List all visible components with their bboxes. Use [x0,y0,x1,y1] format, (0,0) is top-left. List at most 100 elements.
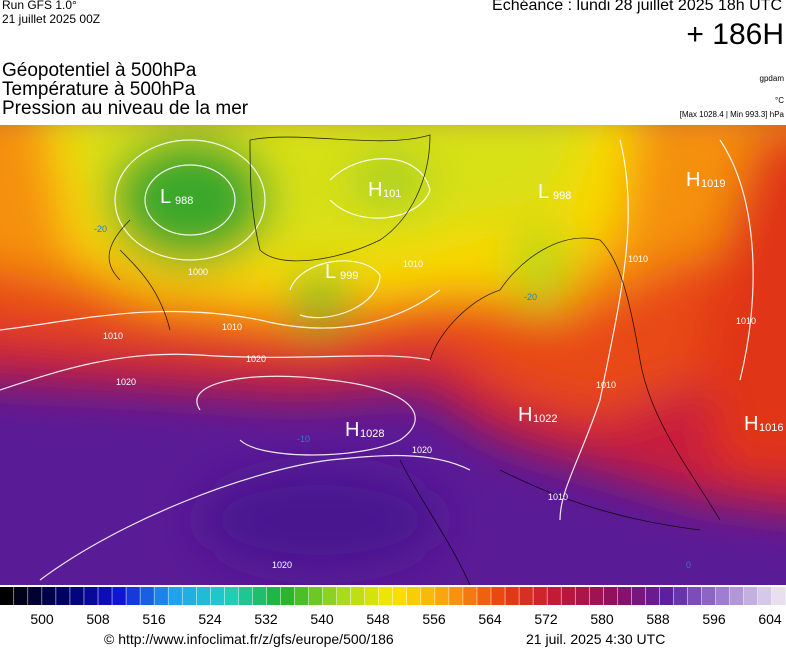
pressure-range: [Max 1028.4 | Min 993.3] hPa [679,110,784,119]
center-value: 988 [175,195,193,207]
colorbar-swatch [617,587,632,605]
colorbar-swatch [98,587,112,605]
colorbar-swatch [743,587,758,605]
colorbar-tick-label: 588 [646,611,670,627]
center-value: 999 [340,270,358,282]
colorbar-swatch [28,587,42,605]
colorbar-tick-label: 516 [142,611,166,627]
colorbar-tick-label: 500 [30,611,54,627]
colorbar-swatch [463,587,477,605]
center-value: 1019 [701,178,725,190]
colorbar-tick-label: 596 [702,611,726,627]
colorbar-swatch [308,587,323,605]
center-kind: L [160,186,171,208]
colorbar-swatch [407,587,421,605]
isobar-label: 1010 [596,380,616,390]
colorbar-tick-label: 540 [310,611,334,627]
center-kind: L [325,261,336,283]
center-kind: H [345,419,359,441]
temperature-label: -20 [524,292,537,302]
colorbar-swatch [238,587,253,605]
colorbar-swatch [435,587,449,605]
isobar-label: 1020 [272,560,292,570]
colorbar-swatch [378,587,393,605]
colorbar-swatch [659,587,674,605]
colorbar-swatch [112,587,126,605]
colorbar-swatch [757,587,772,605]
colorbar-swatch [126,587,140,605]
colorbar-swatch [505,587,519,605]
footer-url: © http://www.infoclimat.fr/z/gfs/europe/… [104,631,394,647]
colorbar-swatch [280,587,295,605]
colorbar-swatch [715,587,730,605]
colorbar-swatch [84,587,98,605]
colorbar-swatch [70,587,84,605]
run-date: 21 juillet 2025 00Z [2,12,101,26]
isobar-label: 1010 [103,331,123,341]
colorbar-swatch [589,587,604,605]
echeance: Echéance : lundi 28 juillet 2025 18h UTC [492,0,782,14]
footer-timestamp: 21 juil. 2025 4:30 UTC [526,631,666,647]
colorbar-swatch [140,587,154,605]
temperature-label: 0 [686,560,691,570]
isobar-label: 1000 [188,267,208,277]
unit-geo: gpdam [759,74,784,83]
colorbar-swatch [294,587,309,605]
title-2: Température à 500hPa [2,79,196,100]
colorbar-swatch [42,587,56,605]
colorbar-swatch [771,587,786,605]
isobar-label: 1020 [116,377,136,387]
colorbar-swatch [477,587,491,605]
colorbar-swatch [322,587,337,605]
isobar-label: 1010 [222,322,242,332]
offset: + 186H [686,18,784,51]
colorbar-swatch [561,587,575,605]
colorbar-swatch [168,587,182,605]
colorbar-tick-label: 564 [478,611,502,627]
colorbar-swatch [154,587,168,605]
colorbar-swatch [224,587,239,605]
colorbar-tick-label: 556 [422,611,446,627]
colorbar: 500 508 516 524 532 540 548 556 564 572 580 588 596 6… [0,587,786,627]
colorbar-swatch [393,587,407,605]
colorbar-swatch [182,587,196,605]
colorbar-swatch [56,587,70,605]
colorbar-swatch [701,587,716,605]
colorbar-tick-label: 548 [366,611,390,627]
isobar-label: 1020 [412,445,432,455]
colorbar-swatch [547,587,561,605]
colorbar-tick-label: 604 [758,611,782,627]
colorbar-swatch [575,587,589,605]
colorbar-swatch [196,587,211,605]
center-value: 1016 [759,422,783,434]
colorbar-swatch [252,587,267,605]
colorbar-swatch [336,587,351,605]
isobar-label: 1020 [246,354,266,364]
colorbar-swatch [421,587,435,605]
colorbar-tick-label: 532 [254,611,278,627]
colorbar-swatch [673,587,688,605]
colorbar-swatch [491,587,505,605]
center-kind: L [538,181,549,203]
colorbar-swatch [364,587,379,605]
colorbar-swatch [519,587,533,605]
temperature-label: -20 [94,224,107,234]
center-value: 998 [553,190,571,202]
isobar-label: 1010 [403,259,423,269]
center-value: 101 [383,188,401,200]
colorbar-swatch [631,587,646,605]
colorbar-tick-label: 572 [534,611,558,627]
isobar-label: 1010 [736,316,756,326]
colorbar-swatch [687,587,702,605]
title-3: Pression au niveau de la mer [2,98,249,119]
temperature-label: -10 [297,434,310,444]
center-value: 1022 [533,413,557,425]
center-value: 1028 [360,428,384,440]
colorbar-swatch [449,587,463,605]
colorbar-swatch [533,587,547,605]
colorbar-swatch [350,587,365,605]
map-field [0,125,786,585]
center-kind: H [368,179,382,201]
